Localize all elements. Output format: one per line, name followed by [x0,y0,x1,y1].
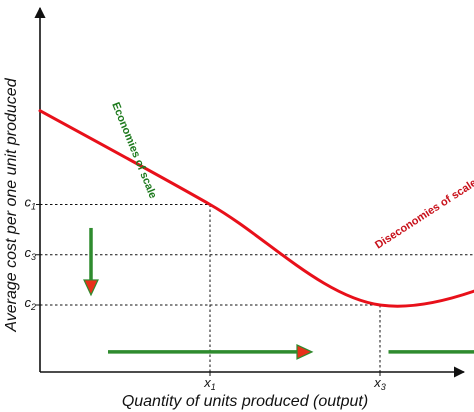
x-tick-label: x3 [373,375,386,392]
arrow-layer [83,227,474,360]
series-layer [38,109,474,308]
annotation-economies: Economies of scale [109,101,159,201]
arrow-right [108,343,314,360]
y-tick-label: c2 [24,295,36,312]
y-tick-label: c3 [24,245,36,262]
x-axis-label: Quantity of units produced (output) [122,393,368,410]
arrow-right [388,350,474,354]
arrow-head [296,343,314,360]
axes [34,6,466,378]
x-tick-label: x1 [203,375,216,392]
arrow-head [83,279,99,297]
y-tick-label: c1 [24,195,36,212]
cost-curve-line [38,109,474,308]
annotations: Economies of scale Diseconomies of scale [109,101,474,252]
y-axis-label: Average cost per one unit produced [3,77,20,332]
tick-labels: x1x2x3c1c3c2 [24,195,386,393]
annotation-diseconomies: Diseconomies of scale [373,177,474,252]
arrow-down [83,227,99,297]
guide-lines [40,204,474,372]
